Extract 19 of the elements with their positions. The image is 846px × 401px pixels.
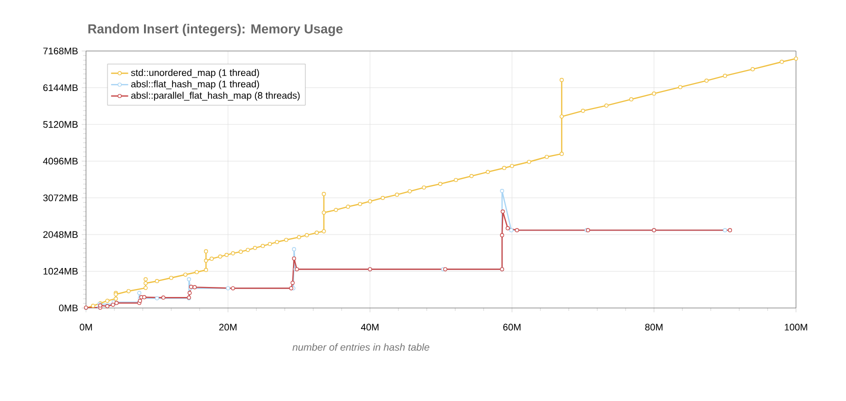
chart-title: Random Insert (integers): Memory Usage xyxy=(88,24,343,36)
x-tick-label: 80M xyxy=(645,324,662,331)
x-tick-label: 40M xyxy=(360,324,378,331)
y-tick-label: 0MB xyxy=(59,304,78,312)
x-tick-label: 20M xyxy=(219,324,236,331)
y-tick-label: 4096MB xyxy=(43,158,78,164)
legend-label: std::unordered_map (1 thread) xyxy=(131,69,260,78)
y-tick-label: 2048MB xyxy=(43,231,78,238)
legend-label: absl::flat_hash_map (1 thread) xyxy=(131,80,260,90)
x-tick-label: 0M xyxy=(80,324,92,331)
y-tick-label: 1024MB xyxy=(44,268,78,275)
y-tick-label: 3072MB xyxy=(43,194,78,202)
legend-label: absl::parallel_flat_hash_map (8 threads) xyxy=(131,92,300,101)
y-tick-label: 7168MB xyxy=(43,48,78,54)
x-tick-label: 60M xyxy=(503,324,520,331)
y-tick-label: 6144MB xyxy=(43,84,78,92)
x-axis-title: number of entries in hash table xyxy=(292,343,430,351)
x-tick-label: 100M xyxy=(784,324,808,331)
y-tick-label: 5120MB xyxy=(43,121,78,128)
